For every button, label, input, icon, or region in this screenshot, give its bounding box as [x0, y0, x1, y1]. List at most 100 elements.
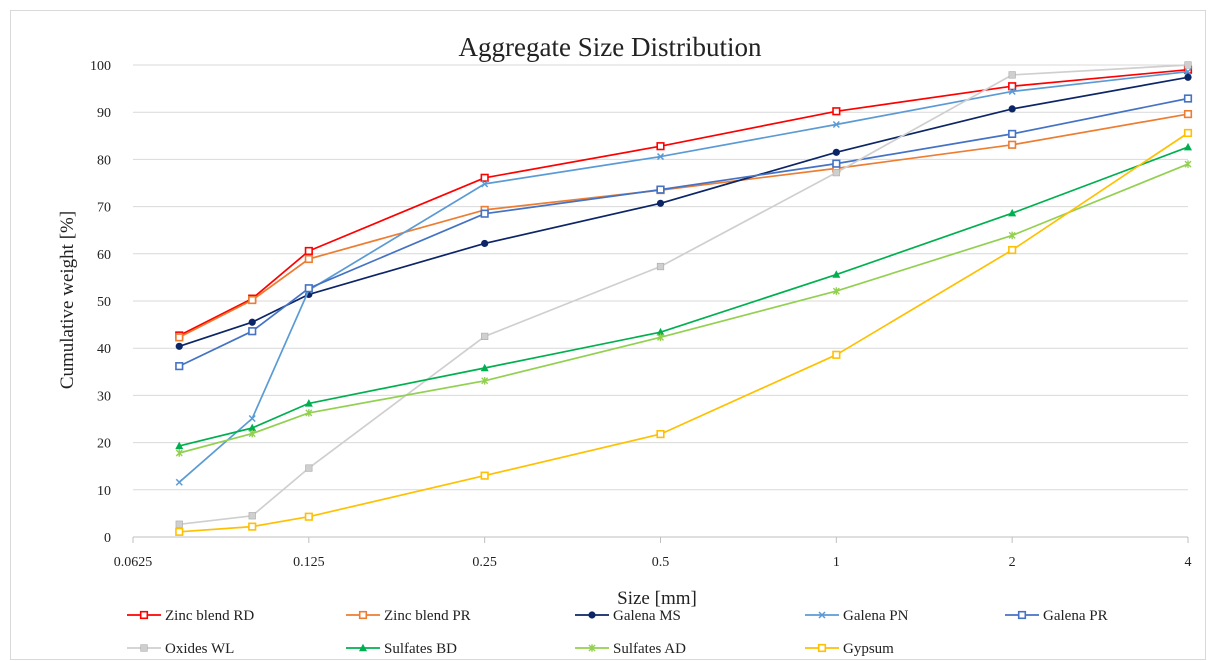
y-tick-label: 70: [97, 201, 111, 216]
legend-item: Galena MS: [575, 608, 681, 624]
data-point: [481, 180, 489, 188]
data-point: [248, 429, 256, 438]
legend-item: Oxides WL: [127, 641, 234, 657]
data-point: [656, 430, 665, 439]
data-point: [832, 350, 841, 359]
data-point: [248, 512, 256, 520]
data-point: [1008, 129, 1017, 139]
data-point: [304, 399, 313, 407]
data-point: [832, 287, 840, 295]
legend-item: Gypsum: [805, 641, 894, 657]
data-point: [1184, 68, 1192, 76]
data-point: [832, 148, 840, 156]
series-sulfates-bd: [175, 142, 1192, 450]
data-point: [304, 246, 313, 256]
series-oxides-wl: [175, 61, 1192, 528]
data-point: [832, 169, 840, 177]
y-tick-label: 100: [90, 59, 111, 74]
series-sulfates-ad: [175, 160, 1192, 457]
legend: Zinc blend RD Zinc blend PR Galena MS Galen…: [127, 608, 1108, 657]
data-point: [175, 362, 184, 371]
legend-label: Zinc blend PR: [384, 608, 471, 624]
data-point: [175, 478, 183, 486]
y-tick-label: 10: [97, 484, 111, 499]
y-tick-label: 60: [97, 248, 111, 263]
x-tick-label: 1: [833, 555, 840, 570]
data-point: [175, 520, 183, 528]
y-tick-label: 0: [104, 531, 111, 546]
data-point: [656, 327, 665, 336]
legend-label: Galena PN: [843, 608, 909, 624]
y-tick-label: 80: [97, 153, 111, 168]
data-point: [304, 284, 313, 293]
data-point: [304, 512, 313, 521]
data-point: [1184, 160, 1192, 168]
legend-marker: [588, 644, 596, 652]
series-galena-pr: [175, 94, 1193, 371]
data-point: [480, 471, 489, 480]
x-tick-label: 4: [1185, 555, 1192, 570]
data-point: [1008, 140, 1017, 149]
series-gypsum: [175, 128, 1193, 536]
data-point: [480, 209, 489, 218]
data-point: [1008, 105, 1016, 113]
data-point: [248, 414, 256, 423]
data-point: [481, 376, 489, 385]
data-point: [1008, 87, 1016, 95]
data-point: [832, 107, 841, 116]
series-line: [179, 146, 1189, 447]
data-point: [480, 173, 489, 182]
legend-item: Galena PR: [1005, 608, 1108, 624]
data-point: [1008, 231, 1016, 240]
data-point: [481, 239, 489, 248]
legend-marker: [588, 611, 596, 619]
legend-label: Galena MS: [613, 608, 681, 624]
data-point: [175, 333, 184, 342]
legend-item: Galena PN: [805, 608, 909, 624]
axis-layer: 0 10 20 30 40 50 60 70 80 90 100 0.0625 0.125 0.25 0.5…: [90, 59, 1192, 570]
data-point: [832, 159, 841, 168]
legend-marker: [139, 610, 149, 620]
data-point: [656, 199, 665, 207]
y-tick-label: 50: [97, 295, 111, 310]
x-tick-label: 0.0625: [114, 555, 153, 570]
legend-label: Oxides WL: [165, 641, 234, 657]
data-point: [304, 254, 313, 264]
data-point: [481, 332, 489, 341]
data-point: [1008, 71, 1016, 79]
data-point: [175, 342, 183, 350]
data-point: [248, 327, 257, 336]
data-point: [248, 295, 257, 305]
data-point: [1008, 208, 1017, 217]
data-point: [656, 262, 665, 271]
data-point: [1008, 82, 1017, 91]
data-point: [248, 522, 257, 531]
data-point: [175, 527, 184, 536]
legend-label: Galena PR: [1043, 608, 1108, 624]
legend-item: Sulfates AD: [575, 641, 686, 657]
y-tick-label: 20: [97, 437, 111, 452]
series-galena-ms: [175, 73, 1192, 350]
chart-title: Aggregate Size Distribution: [459, 32, 762, 62]
x-tick-label: 0.125: [293, 555, 325, 570]
legend-item: Zinc blend PR: [346, 608, 471, 624]
data-point: [1183, 109, 1193, 119]
data-point: [656, 153, 665, 161]
data-point: [1008, 245, 1017, 255]
data-point: [657, 333, 664, 342]
x-tick-label: 0.25: [472, 555, 497, 570]
data-point: [1184, 61, 1192, 69]
data-point: [175, 441, 184, 450]
y-tick-label: 40: [97, 342, 111, 357]
data-point: [1183, 94, 1193, 103]
data-point: [305, 409, 313, 417]
data-point: [175, 449, 183, 457]
legend-marker: [359, 643, 367, 652]
chart-frame: [10, 10, 1206, 660]
series-line: [178, 113, 1189, 339]
x-tick-label: 0.5: [652, 555, 670, 570]
series-line: [179, 163, 1189, 454]
data-point: [248, 318, 256, 326]
y-tick-label: 30: [97, 389, 111, 404]
